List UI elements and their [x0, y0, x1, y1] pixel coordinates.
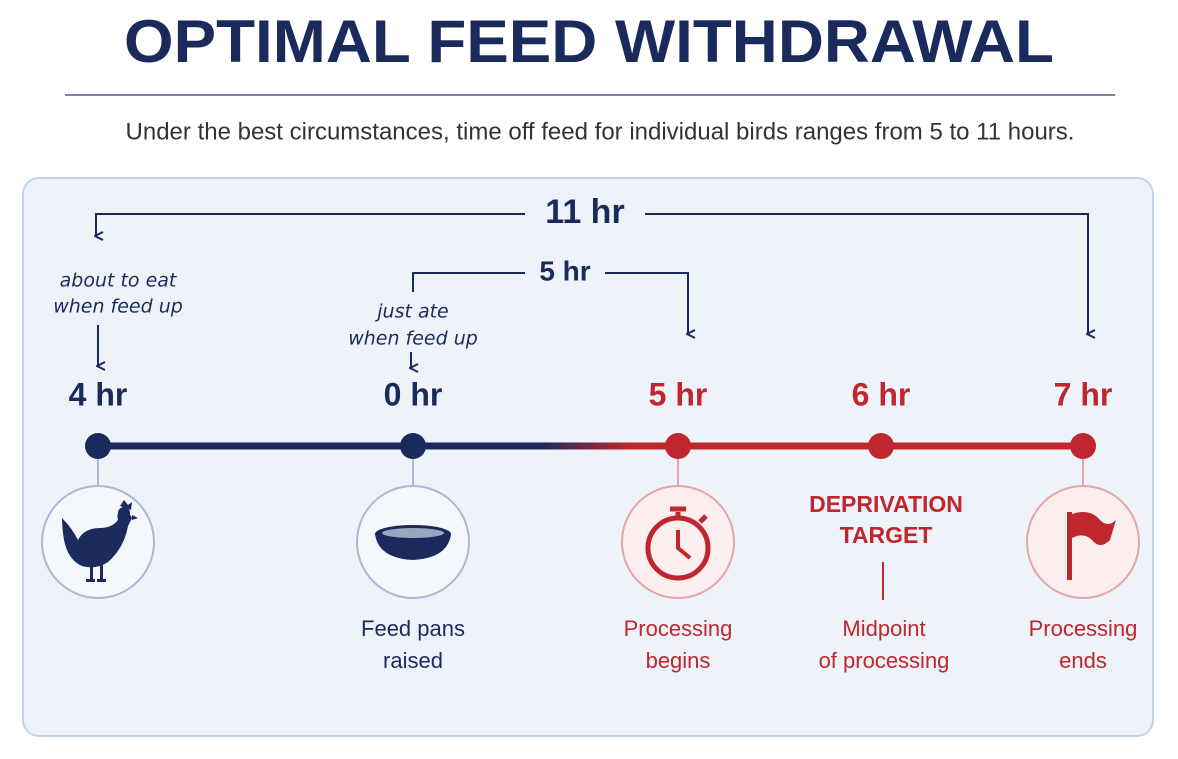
- caption: Midpoint: [842, 616, 925, 641]
- node-label: 6 hr: [852, 376, 911, 412]
- node-label: 5 hr: [649, 376, 708, 412]
- target-label: TARGET: [840, 522, 933, 548]
- node-dot: [400, 433, 426, 459]
- node-label: 0 hr: [384, 376, 443, 412]
- caption: of processing: [819, 648, 950, 673]
- panel: [22, 177, 1154, 737]
- span-label: 11 hr: [545, 193, 624, 231]
- node-dot: [85, 433, 111, 459]
- bracket: [645, 213, 1088, 334]
- chicken-icon: [62, 500, 138, 582]
- caption: Processing: [624, 616, 733, 641]
- node-label: 4 hr: [69, 376, 128, 412]
- node-label: 7 hr: [1054, 376, 1113, 412]
- caption: ends: [1059, 648, 1107, 673]
- node-dot: [1070, 433, 1096, 459]
- bracket: [412, 272, 525, 292]
- caption: Feed pans: [361, 616, 465, 641]
- caption: Processing: [1029, 616, 1138, 641]
- note: just ate: [374, 301, 449, 323]
- caption: begins: [646, 648, 711, 673]
- target-label: DEPRIVATION: [809, 491, 963, 517]
- subtitle: Under the best circumstances, time off f…: [126, 118, 1075, 145]
- note: when feed up: [53, 296, 183, 318]
- note: when feed up: [348, 328, 478, 350]
- title: OPTIMAL FEED WITHDRAWAL: [124, 8, 1054, 75]
- span-label: 5 hr: [539, 255, 590, 286]
- bracket: [605, 272, 688, 334]
- node-dot: [665, 433, 691, 459]
- icon-circle: [1026, 485, 1140, 599]
- stopwatch-icon: [645, 506, 711, 581]
- pan-icon: [375, 525, 451, 560]
- node-dot: [868, 433, 894, 459]
- caption: raised: [383, 648, 443, 673]
- flag-icon: [1067, 512, 1116, 580]
- bracket: [96, 213, 525, 236]
- note: about to eat: [60, 270, 178, 292]
